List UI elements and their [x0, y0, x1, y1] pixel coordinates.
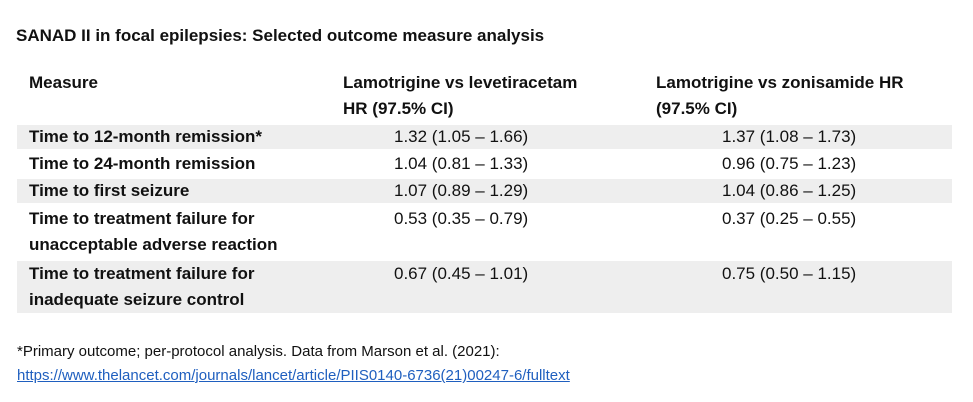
table-row: Time to 24-month remission 1.04 (0.81 – …	[17, 152, 952, 176]
row-hr-zonisamide: 1.37 (1.08 – 1.73)	[722, 127, 857, 146]
header-measure: Measure	[17, 70, 331, 122]
source-link[interactable]: https://www.thelancet.com/journals/lance…	[17, 367, 570, 384]
row-hr-zonisamide: 0.75 (0.50 – 1.15)	[722, 264, 857, 283]
row-measure-line1: Time to 12-month remission*	[29, 127, 263, 146]
row-measure: Time to treatment failure for unacceptab…	[17, 206, 331, 258]
table-row: Time to first seizure 1.07 (0.89 – 1.29)…	[17, 179, 952, 203]
header-col3-line1: Lamotrigine vs zonisamide HR	[656, 73, 904, 92]
page-title: SANAD II in focal epilepsies: Selected o…	[16, 26, 545, 45]
row-hr-zonisamide: 0.37 (0.25 – 0.55)	[722, 209, 857, 228]
header-col3-line2: (97.5% CI)	[656, 99, 738, 118]
header-col2-line1: Lamotrigine vs levetiracetam	[343, 73, 578, 92]
row-hr-levetiracetam: 1.07 (0.89 – 1.29)	[394, 181, 529, 200]
header-lamotrigine-vs-zonisamide: Lamotrigine vs zonisamide HR (97.5% CI)	[644, 70, 952, 122]
outcome-table: Measure Lamotrigine vs levetiracetam HR …	[17, 70, 952, 313]
row-measure-line1: Time to treatment failure for	[29, 209, 255, 228]
row-measure-line2: inadequate seizure control	[29, 290, 245, 309]
row-hr-levetiracetam: 0.53 (0.35 – 0.79)	[394, 209, 529, 228]
row-measure: Time to 24-month remission	[17, 152, 331, 176]
row-hr-levetiracetam: 0.67 (0.45 – 1.01)	[394, 264, 529, 283]
header-lamotrigine-vs-levetiracetam: Lamotrigine vs levetiracetam HR (97.5% C…	[331, 70, 644, 122]
header-col2-line2: HR (97.5% CI)	[343, 99, 454, 118]
table-row: Time to treatment failure for unacceptab…	[17, 206, 952, 258]
footnote: *Primary outcome; per-protocol analysis.…	[17, 340, 570, 388]
row-hr-zonisamide: 1.04 (0.86 – 1.25)	[722, 181, 857, 200]
row-measure-line1: Time to 24-month remission	[29, 154, 256, 173]
row-measure-line2: unacceptable adverse reaction	[29, 235, 278, 254]
row-measure: Time to 12-month remission*	[17, 125, 331, 149]
footnote-text: *Primary outcome; per-protocol analysis.…	[17, 343, 500, 360]
row-measure-line1: Time to first seizure	[29, 181, 190, 200]
table-row: Time to 12-month remission* 1.32 (1.05 –…	[17, 125, 952, 149]
row-hr-levetiracetam: 1.32 (1.05 – 1.66)	[394, 127, 529, 146]
row-measure: Time to treatment failure for inadequate…	[17, 261, 331, 313]
row-measure: Time to first seizure	[17, 179, 331, 203]
row-hr-zonisamide: 0.96 (0.75 – 1.23)	[722, 154, 857, 173]
row-measure-line1: Time to treatment failure for	[29, 264, 255, 283]
row-hr-levetiracetam: 1.04 (0.81 – 1.33)	[394, 154, 529, 173]
table-row: Time to treatment failure for inadequate…	[17, 261, 952, 313]
header-measure-label: Measure	[29, 73, 98, 92]
table-header-row: Measure Lamotrigine vs levetiracetam HR …	[17, 70, 952, 122]
